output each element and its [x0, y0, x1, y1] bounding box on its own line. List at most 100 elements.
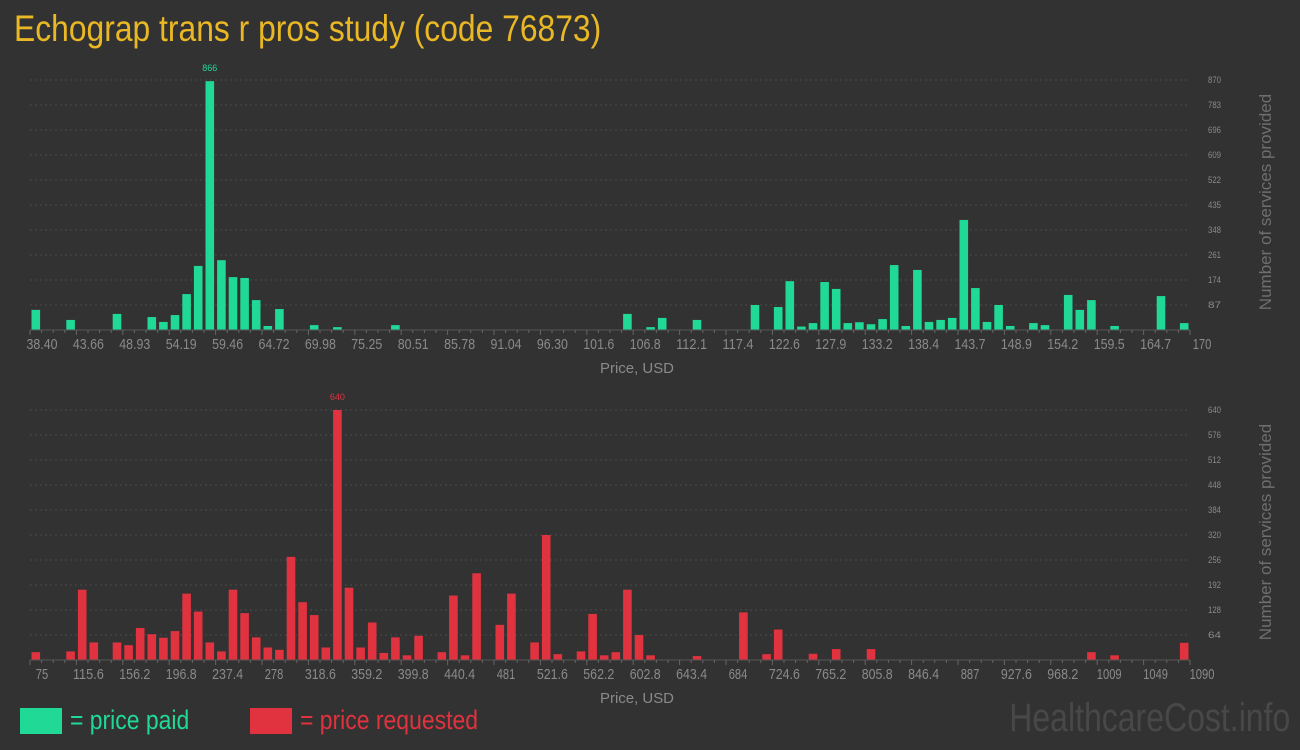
- x-tick-label: 399.8: [398, 666, 429, 683]
- bar: [124, 645, 133, 660]
- x-tick-label: 805.8: [862, 666, 893, 683]
- x-tick-label: 112.1: [676, 336, 707, 353]
- y-tick-label: 192: [1208, 580, 1221, 590]
- x-tick-label: 156.2: [119, 666, 150, 683]
- bar: [785, 281, 795, 330]
- x-tick-label: 481: [497, 666, 516, 683]
- bar: [193, 265, 203, 330]
- bar: [309, 615, 319, 660]
- bar: [228, 277, 238, 330]
- x-tick-label: 154.2: [1047, 336, 1078, 353]
- y-tick-label: 609: [1208, 150, 1221, 160]
- bar: [773, 629, 783, 660]
- bar: [959, 219, 969, 330]
- bar: [1040, 325, 1050, 330]
- watermark: HealthcareCost.info: [1008, 696, 1290, 740]
- bar: [205, 642, 215, 660]
- x-tick-label: 75.25: [351, 336, 382, 353]
- bar: [1005, 325, 1015, 330]
- bar: [750, 305, 760, 330]
- x-tick-label: 101.6: [583, 336, 614, 353]
- bar: [147, 634, 157, 660]
- bar: [1063, 294, 1073, 330]
- bar: [205, 81, 215, 331]
- x-tick-label: 85.78: [444, 336, 475, 353]
- y-tick-label: 261: [1208, 250, 1221, 260]
- x-tick-label: 117.4: [723, 336, 754, 353]
- x-tick-label: 80.51: [398, 336, 429, 353]
- bar: [739, 612, 748, 660]
- x-tick-label: 927.6: [1001, 666, 1032, 683]
- y-tick-label: 696: [1208, 125, 1221, 135]
- bar: [611, 652, 621, 660]
- bar: [773, 307, 783, 330]
- x-tick-label: 115.6: [73, 666, 104, 683]
- bar: [309, 325, 319, 330]
- bar: [275, 649, 284, 660]
- bar: [866, 649, 876, 660]
- bar: [321, 647, 331, 660]
- y-tick-label: 128: [1208, 605, 1221, 615]
- legend-label-requested: = price requested: [300, 705, 478, 735]
- x-tick-label: 64.72: [259, 336, 290, 353]
- bar: [831, 288, 841, 330]
- y-tick-label: 320: [1208, 530, 1221, 540]
- x-tick-label: 724.6: [769, 666, 800, 683]
- bar: [89, 642, 99, 660]
- bar: [193, 611, 203, 660]
- bar: [588, 613, 597, 660]
- x-tick-label: 43.66: [73, 336, 104, 353]
- bar: [599, 655, 609, 660]
- bar: [391, 325, 400, 330]
- y-tick-label: 348: [1208, 225, 1221, 235]
- y-tick-label: 64: [1208, 630, 1221, 640]
- bar: [843, 323, 853, 330]
- x-tick-label: 96.30: [537, 336, 568, 353]
- bar: [530, 642, 539, 660]
- y-tick-label: 870: [1208, 75, 1221, 85]
- y-tick-label: 640: [1208, 405, 1221, 415]
- x-axis-label: Price, USD: [600, 360, 674, 377]
- bar: [1075, 309, 1085, 330]
- bar: [66, 319, 75, 330]
- y-tick-label: 576: [1208, 430, 1221, 440]
- bar: [379, 652, 389, 660]
- bar: [402, 655, 412, 660]
- bar: [692, 656, 702, 660]
- bar: [251, 300, 261, 330]
- bar: [913, 269, 922, 330]
- bar: [217, 260, 226, 330]
- x-tick-label: 278: [265, 666, 284, 683]
- x-tick-label: 133.2: [862, 336, 893, 353]
- bar: [367, 622, 377, 660]
- bar: [170, 315, 180, 330]
- bar: [217, 651, 226, 660]
- legend-swatch-paid: [20, 707, 62, 734]
- bar: [797, 326, 806, 330]
- bar: [1179, 642, 1189, 660]
- x-tick-label: 106.8: [630, 336, 661, 353]
- bar: [901, 325, 911, 330]
- bar: [275, 309, 284, 330]
- bar: [623, 313, 632, 330]
- bar: [251, 637, 261, 660]
- y-axis-label: Number of services provided: [1256, 94, 1275, 310]
- legend-price-requested: = price requested: [250, 705, 509, 736]
- bar: [182, 294, 191, 330]
- peak-value-label: 866: [202, 63, 217, 73]
- bar: [391, 637, 400, 660]
- y-tick-label: 384: [1208, 505, 1221, 515]
- x-tick-label: 48.93: [119, 336, 150, 353]
- x-tick-label: 38.40: [27, 336, 58, 353]
- x-tick-label: 359.2: [351, 666, 382, 683]
- bar: [437, 652, 447, 660]
- bar: [623, 589, 632, 660]
- x-tick-label: 562.2: [583, 666, 614, 683]
- bar: [159, 321, 168, 330]
- bar: [333, 327, 342, 330]
- bar: [286, 556, 296, 660]
- bar: [1110, 325, 1119, 330]
- bar: [878, 319, 887, 330]
- y-tick-label: 512: [1208, 455, 1221, 465]
